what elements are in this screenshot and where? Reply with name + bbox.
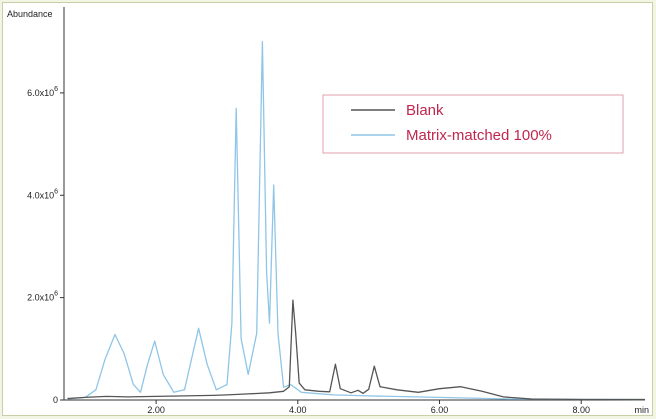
series-line-1 bbox=[67, 41, 646, 401]
y-tick-label-3: 6.0x106 bbox=[27, 86, 58, 98]
x-axis-unit: min bbox=[634, 405, 649, 415]
legend-box bbox=[322, 94, 624, 154]
y-tick-label-2: 4.0x106 bbox=[27, 188, 58, 200]
legend: Blank Matrix-matched 100% bbox=[322, 94, 624, 154]
x-tick-label-2: 6.00 bbox=[431, 405, 449, 415]
y-tick-label-1: 2.0x106 bbox=[27, 291, 58, 303]
chromatogram-chart: Abundance min 2.00 4.00 6.00 8.00 0 2.0x106 4.0x… bbox=[7, 7, 649, 415]
series-layer bbox=[67, 41, 646, 401]
y-tick-label-0: 0 bbox=[53, 395, 58, 405]
x-tick-label-3: 8.00 bbox=[572, 405, 590, 415]
x-tick-label-0: 2.00 bbox=[147, 405, 165, 415]
legend-label-1: Matrix-matched 100% bbox=[406, 127, 552, 144]
x-tick-label-1: 4.00 bbox=[289, 405, 307, 415]
y-axis-title: Abundance bbox=[7, 9, 53, 19]
axes: Abundance min 2.00 4.00 6.00 8.00 0 2.0x106 4.0x… bbox=[7, 7, 649, 415]
series-line-0 bbox=[67, 299, 645, 401]
legend-label-0: Blank bbox=[406, 102, 444, 119]
